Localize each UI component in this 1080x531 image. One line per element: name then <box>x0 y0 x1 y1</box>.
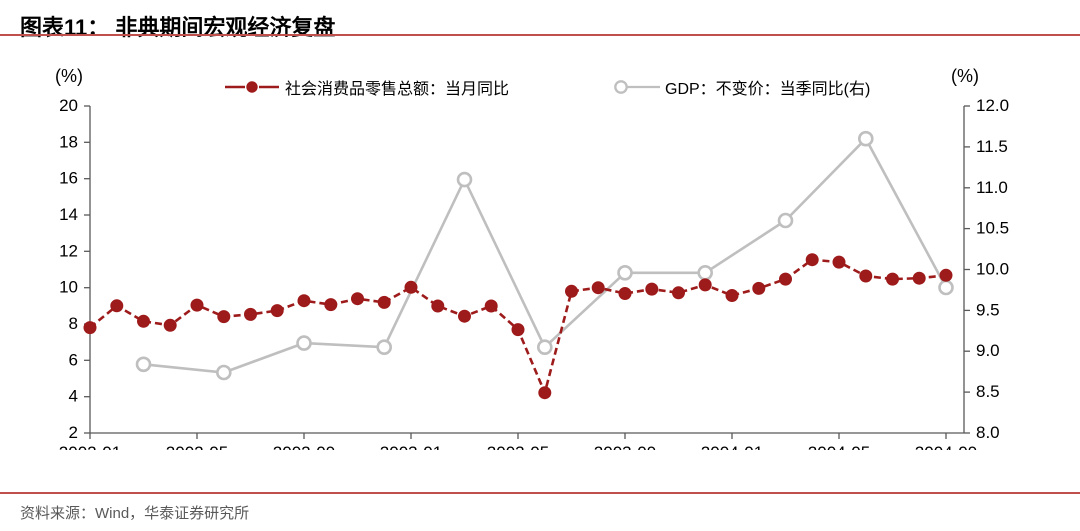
svg-text:8.5: 8.5 <box>976 382 1000 401</box>
svg-text:2002-05: 2002-05 <box>166 443 228 450</box>
svg-text:20: 20 <box>59 96 78 115</box>
svg-text:12: 12 <box>59 241 78 260</box>
svg-text:18: 18 <box>59 132 78 151</box>
svg-text:6: 6 <box>69 350 78 369</box>
svg-text:10.5: 10.5 <box>976 219 1009 238</box>
svg-text:12.0: 12.0 <box>976 96 1009 115</box>
svg-text:10: 10 <box>59 278 78 297</box>
svg-text:4: 4 <box>69 387 78 406</box>
svg-text:11.5: 11.5 <box>976 137 1008 156</box>
svg-text:9.5: 9.5 <box>976 300 1000 319</box>
svg-text:2004-05: 2004-05 <box>808 443 870 450</box>
svg-text:2: 2 <box>69 423 78 442</box>
svg-text:2002-09: 2002-09 <box>273 443 335 450</box>
svg-text:8.0: 8.0 <box>976 423 1000 442</box>
svg-text:9.0: 9.0 <box>976 341 1000 360</box>
svg-text:2004-09: 2004-09 <box>915 443 977 450</box>
svg-text:2004-01: 2004-01 <box>701 443 763 450</box>
svg-text:10.0: 10.0 <box>976 260 1009 279</box>
svg-text:16: 16 <box>59 169 78 188</box>
svg-text:2003-01: 2003-01 <box>380 443 442 450</box>
svg-text:11.0: 11.0 <box>976 178 1008 197</box>
svg-text:2002-01: 2002-01 <box>59 443 121 450</box>
svg-text:2003-09: 2003-09 <box>594 443 656 450</box>
svg-text:14: 14 <box>59 205 78 224</box>
svg-text:2003-05: 2003-05 <box>487 443 549 450</box>
svg-text:8: 8 <box>69 314 78 333</box>
